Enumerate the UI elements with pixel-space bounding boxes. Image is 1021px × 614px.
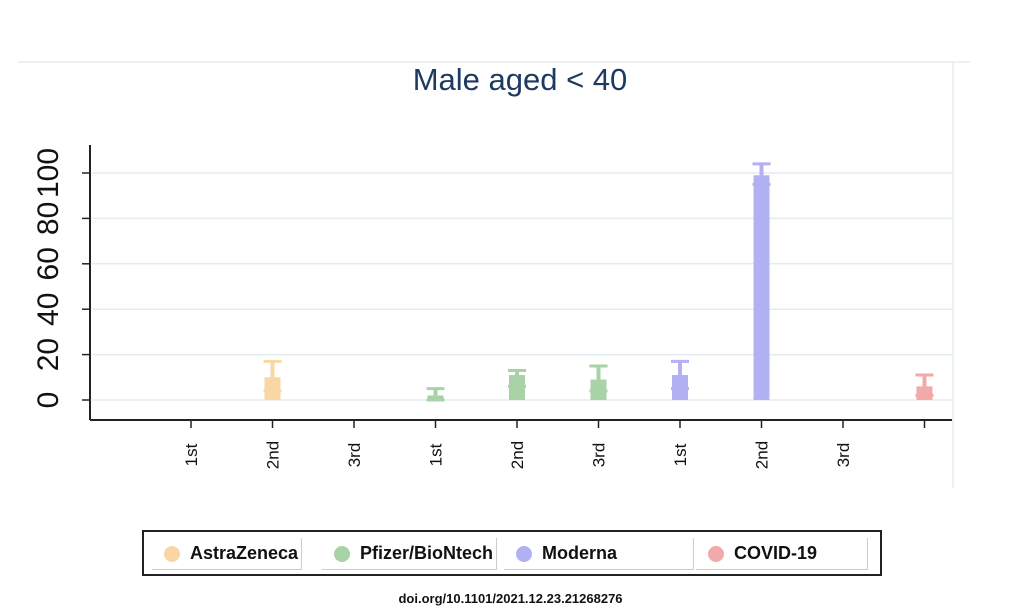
x-tick-label: 1st	[671, 443, 690, 466]
y-tick-label: 40	[32, 293, 65, 326]
gridlines	[92, 172, 952, 401]
bar	[753, 175, 770, 400]
bar-group	[589, 364, 608, 400]
bar-group	[263, 359, 282, 400]
legend: AstraZeneca Pfizer/BioNtech Moderna COVI…	[142, 530, 882, 576]
x-tick-label: 1st	[182, 443, 201, 466]
y-tick-label: 100	[32, 148, 65, 198]
bar-group	[426, 387, 445, 402]
x-tick-label: 3rd	[590, 443, 609, 468]
bars	[263, 162, 934, 402]
legend-swatch-covid	[708, 545, 724, 562]
bar-group	[752, 162, 771, 400]
x-tick-label: 3rd	[345, 443, 364, 468]
x-tick-label: 2nd	[508, 441, 527, 469]
legend-item-covid: COVID-19	[696, 538, 868, 570]
y-tick-label: 60	[32, 247, 65, 280]
legend-item-pfizer: Pfizer/BioNtech	[322, 538, 497, 570]
y-tick-label: 20	[32, 338, 65, 371]
x-tick-label: 3rd	[834, 443, 853, 468]
x-tick-label: 1st	[427, 443, 446, 466]
doi-footer: doi.org/10.1101/2021.12.23.21268276	[398, 591, 623, 606]
legend-label: AstraZeneca	[190, 543, 299, 563]
bar-group	[915, 373, 934, 400]
y-tick-label: 0	[32, 392, 65, 409]
x-tick-label: 2nd	[753, 441, 772, 469]
bar-group	[508, 368, 526, 400]
x-tick-label: 2nd	[264, 441, 283, 469]
y-tick-label: 80	[32, 202, 65, 235]
y-axis-ticks: 0 20 40 60 80 100	[32, 148, 90, 408]
chart-title: Male aged < 40	[413, 62, 628, 97]
legend-swatch-astrazeneca	[164, 545, 180, 562]
legend-item-moderna: Moderna	[504, 538, 694, 570]
legend-label: COVID-19	[734, 543, 818, 563]
legend-label: Pfizer/BioNtech	[360, 543, 494, 563]
legend-item-astrazeneca: AstraZeneca	[152, 538, 302, 570]
legend-label: Moderna	[542, 543, 618, 563]
legend-swatch-moderna	[516, 545, 532, 562]
bar-group	[671, 359, 689, 400]
x-axis-ticks: 1st 2nd 3rd 1st 2nd 3rd 1st 2nd 3rd	[182, 420, 926, 469]
legend-swatch-pfizer	[334, 545, 350, 562]
